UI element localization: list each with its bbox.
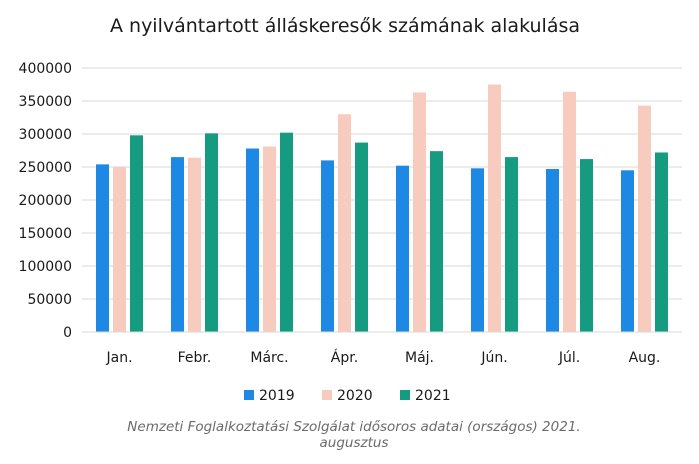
bars	[96, 84, 668, 333]
x-axis-ticks: Jan. Febr. Márc. Ápr. Máj. Jún. Júl. Aug.	[105, 349, 660, 366]
bar-2020-Jún.	[488, 84, 501, 332]
legend-label-2021: 2021	[415, 388, 451, 404]
y-tick-label: 250000	[19, 160, 72, 176]
bar-2020-Júl.	[563, 91, 576, 332]
x-tick-label: Júl.	[558, 350, 580, 366]
x-tick-label: Febr.	[178, 350, 212, 366]
y-tick-label: 300000	[19, 127, 72, 143]
legend-swatch-2019	[244, 390, 254, 400]
bar-2019-Jún.	[471, 168, 484, 332]
y-tick-label: 350000	[19, 94, 72, 110]
y-tick-label: 0	[63, 325, 72, 341]
x-tick-label: Jan.	[105, 350, 132, 366]
y-tick-label: 400000	[19, 61, 72, 77]
bar-2021-Márc.	[280, 132, 293, 332]
x-tick-label: Máj.	[405, 350, 434, 366]
legend-label-2020: 2020	[337, 388, 373, 404]
y-tick-label: 150000	[19, 226, 72, 242]
x-tick-label: Márc.	[250, 350, 288, 366]
bar-2019-Márc.	[246, 148, 259, 332]
bar-2019-Jan.	[96, 164, 109, 332]
bar-2021-Júl.	[580, 159, 593, 332]
y-tick-label: 100000	[19, 259, 72, 275]
bar-2021-Máj.	[430, 151, 443, 332]
bar-2021-Jún.	[505, 157, 518, 332]
chart-title: A nyilvántartott álláskeresők számának a…	[110, 15, 580, 37]
bar-2019-Aug.	[621, 170, 634, 332]
bar-2021-Ápr.	[355, 142, 368, 332]
source-note-line2: augusztus	[320, 435, 389, 451]
bar-2020-Aug.	[638, 105, 651, 333]
x-tick-label: Aug.	[629, 350, 661, 366]
legend-swatch-2021	[400, 390, 410, 400]
bar-2020-Máj.	[413, 92, 426, 332]
bar-2019-Ápr.	[321, 160, 334, 332]
bar-2021-Aug.	[655, 152, 668, 332]
bar-2020-Ápr.	[338, 114, 351, 332]
bar-2021-Febr.	[205, 133, 218, 332]
bar-2019-Júl.	[546, 168, 559, 332]
bar-2020-Febr.	[188, 157, 201, 332]
legend-label-2019: 2019	[259, 388, 295, 404]
y-tick-label: 200000	[19, 193, 72, 209]
source-note-line1: Nemzeti Foglalkoztatási Szolgálat idősor…	[127, 419, 580, 435]
y-axis-ticks: 0 50000 100000 150000 200000 250000 300000 3500…	[19, 61, 72, 341]
bar-2021-Jan.	[130, 135, 143, 332]
bar-2019-Febr.	[171, 157, 184, 332]
legend: 2019 2020 2021	[244, 388, 451, 404]
bar-2020-Jan.	[113, 167, 126, 332]
x-tick-label: Ápr.	[331, 349, 358, 366]
x-tick-label: Jún.	[480, 350, 507, 366]
y-tick-label: 50000	[27, 292, 72, 308]
bar-2019-Máj.	[396, 165, 409, 332]
bar-2020-Márc.	[263, 146, 276, 332]
legend-swatch-2020	[322, 390, 332, 400]
